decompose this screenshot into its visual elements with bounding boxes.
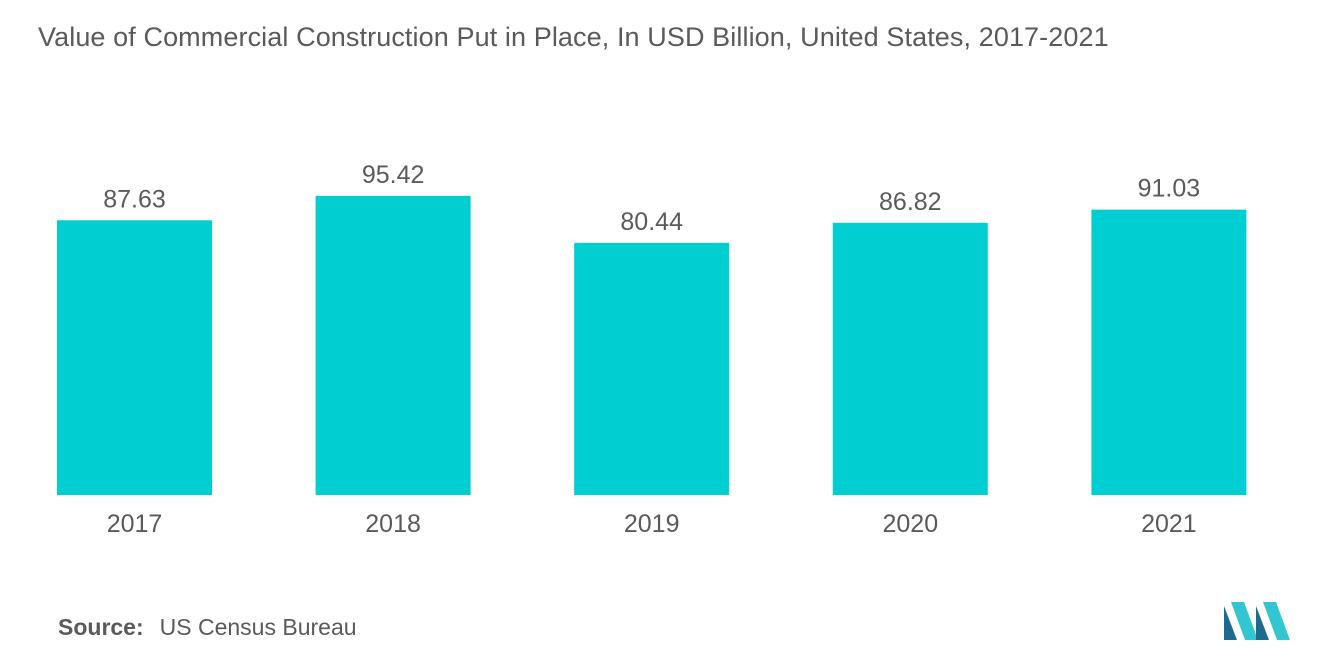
data-label-2018: 95.42 — [362, 161, 425, 189]
x-tick-2017: 2017 — [107, 510, 163, 538]
brand-logo-icon — [1224, 602, 1290, 640]
logo-shape-right — [1263, 602, 1290, 640]
source-label: Source: — [58, 614, 144, 640]
logo-shape-left — [1224, 606, 1237, 640]
bar-2017 — [57, 220, 212, 495]
source-line: Source: US Census Bureau — [58, 614, 357, 641]
bar-chart: 87.63 2017 95.42 2018 80.44 2019 86.82 2020 91.0… — [57, 161, 1247, 538]
data-label-2017: 87.63 — [103, 185, 166, 213]
source-text: US Census Bureau — [159, 614, 357, 640]
bar-2021 — [1091, 209, 1247, 495]
logo-shape-mid-left — [1231, 602, 1258, 640]
x-tick-2018: 2018 — [365, 510, 421, 538]
bar-2020 — [832, 222, 988, 495]
data-label-2021: 91.03 — [1138, 175, 1201, 203]
logo-shape-mid-right — [1256, 606, 1269, 640]
chart-title: Value of Commercial Construction Put in … — [38, 22, 1109, 52]
data-label-2019: 80.44 — [620, 208, 683, 236]
x-tick-2020: 2020 — [882, 510, 938, 538]
x-tick-2019: 2019 — [624, 510, 680, 538]
x-tick-2021: 2021 — [1141, 510, 1197, 538]
bar-2018 — [315, 195, 471, 495]
bar-2019 — [574, 242, 730, 495]
data-label-2020: 86.82 — [879, 188, 942, 216]
